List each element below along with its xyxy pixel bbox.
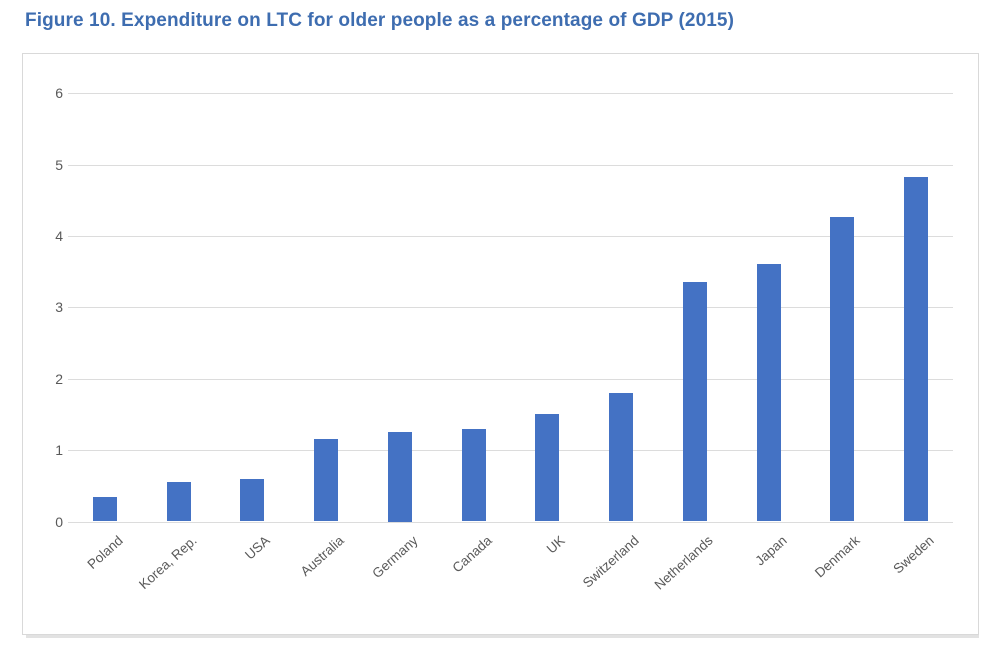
bar-australia — [314, 439, 339, 522]
bar-uk — [535, 414, 560, 522]
bar-japan — [756, 264, 781, 522]
y-tick-label: 2 — [55, 370, 63, 387]
bar-sweden — [904, 177, 929, 522]
gridline-y-0 — [68, 521, 953, 523]
bar-usa — [240, 478, 265, 522]
y-tick-label: 4 — [55, 227, 63, 244]
y-tick-label: 0 — [55, 513, 63, 530]
bar-germany — [387, 432, 412, 522]
gridline-y-2 — [68, 378, 953, 380]
plot-area: 0 1 2 3 4 5 6 Poland Korea, Rep. USA Australia Germ… — [23, 54, 978, 634]
bar-denmark — [830, 216, 855, 522]
y-tick-label: 6 — [55, 85, 63, 102]
gridline-y-6 — [68, 93, 953, 95]
gridline-y-5 — [68, 164, 953, 166]
gridline-y-1 — [68, 450, 953, 452]
y-tick-label: 1 — [55, 442, 63, 459]
bar-korea-rep — [166, 482, 191, 522]
bar-poland — [92, 496, 117, 522]
bar-netherlands — [682, 282, 707, 522]
figure-title: Figure 10. Expenditure on LTC for older … — [25, 10, 734, 31]
ltc-expenditure-bar-chart: 0 1 2 3 4 5 6 Poland Korea, Rep. USA Australia Germ… — [22, 53, 979, 635]
gridline-y-4 — [68, 235, 953, 237]
bar-canada — [461, 428, 486, 522]
bar-switzerland — [609, 392, 634, 522]
y-tick-label: 5 — [55, 156, 63, 173]
y-tick-label: 3 — [55, 299, 63, 316]
gridline-y-3 — [68, 307, 953, 309]
